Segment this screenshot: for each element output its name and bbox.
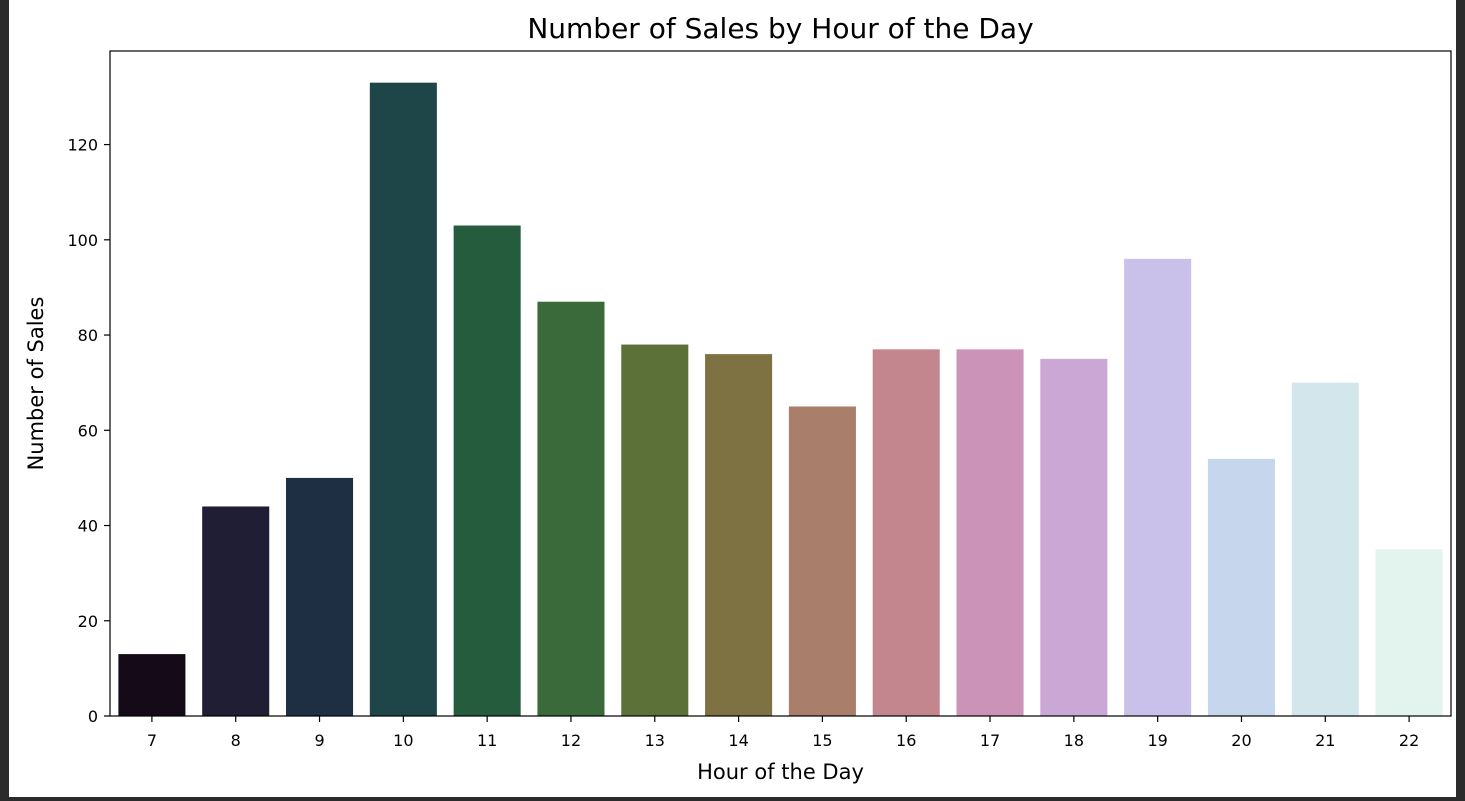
x-tick-label: 8 bbox=[231, 731, 241, 750]
bar-chart: 0 20 40 60 80 100 120 7 8 9 10 11 12 13 14 15 16 17 18 19 2… bbox=[24, 12, 1452, 784]
x-tick-label: 10 bbox=[393, 731, 413, 750]
x-tick-label: 15 bbox=[812, 731, 832, 750]
bar-hour-21 bbox=[1291, 382, 1359, 716]
chart-figure: 0 20 40 60 80 100 120 7 8 9 10 11 12 13 14 15 16 17 18 19 2… bbox=[9, 0, 1456, 797]
bar-hour-15 bbox=[788, 406, 856, 716]
x-tick-label: 16 bbox=[896, 731, 916, 750]
y-tick-label: 80 bbox=[78, 326, 98, 345]
bar-hour-18 bbox=[1040, 358, 1108, 716]
x-tick-label: 12 bbox=[561, 731, 581, 750]
bar-hour-13 bbox=[621, 344, 689, 716]
bar-hour-9 bbox=[286, 477, 354, 716]
x-tick-label: 9 bbox=[314, 731, 324, 750]
bar-hour-8 bbox=[202, 506, 270, 716]
x-tick-label: 17 bbox=[980, 731, 1000, 750]
y-tick-label: 60 bbox=[78, 421, 98, 440]
bars-group bbox=[118, 82, 1443, 717]
x-tick-label: 22 bbox=[1399, 731, 1419, 750]
x-tick-label: 20 bbox=[1231, 731, 1251, 750]
bar-hour-14 bbox=[705, 354, 773, 716]
y-tick-label: 0 bbox=[88, 707, 98, 726]
bar-hour-11 bbox=[453, 225, 521, 716]
y-tick-label: 40 bbox=[78, 517, 98, 536]
bar-hour-16 bbox=[872, 349, 940, 716]
bar-hour-7 bbox=[118, 654, 186, 716]
bar-hour-10 bbox=[369, 82, 437, 717]
chart-title: Number of Sales by Hour of the Day bbox=[527, 12, 1033, 45]
bar-hour-17 bbox=[956, 349, 1024, 716]
bar-hour-22 bbox=[1375, 549, 1443, 716]
x-axis-label: Hour of the Day bbox=[697, 760, 864, 784]
x-axis: 7 8 9 10 11 12 13 14 15 16 17 18 19 20 21 22 bbox=[147, 716, 1419, 750]
y-tick-label: 120 bbox=[67, 136, 98, 155]
bar-hour-12 bbox=[537, 301, 605, 716]
plot-area-frame bbox=[109, 50, 1452, 717]
x-tick-label: 13 bbox=[645, 731, 665, 750]
x-tick-label: 19 bbox=[1147, 731, 1167, 750]
x-tick-label: 18 bbox=[1064, 731, 1084, 750]
bar-hour-19 bbox=[1124, 258, 1192, 716]
x-tick-label: 21 bbox=[1315, 731, 1335, 750]
bar-hour-20 bbox=[1207, 458, 1275, 716]
x-tick-label: 14 bbox=[728, 731, 748, 750]
y-axis: 0 20 40 60 80 100 120 bbox=[67, 136, 110, 726]
y-axis-label: Number of Sales bbox=[24, 297, 48, 471]
y-tick-label: 100 bbox=[67, 231, 98, 250]
x-tick-label: 11 bbox=[477, 731, 497, 750]
x-tick-label: 7 bbox=[147, 731, 157, 750]
y-tick-label: 20 bbox=[78, 612, 98, 631]
